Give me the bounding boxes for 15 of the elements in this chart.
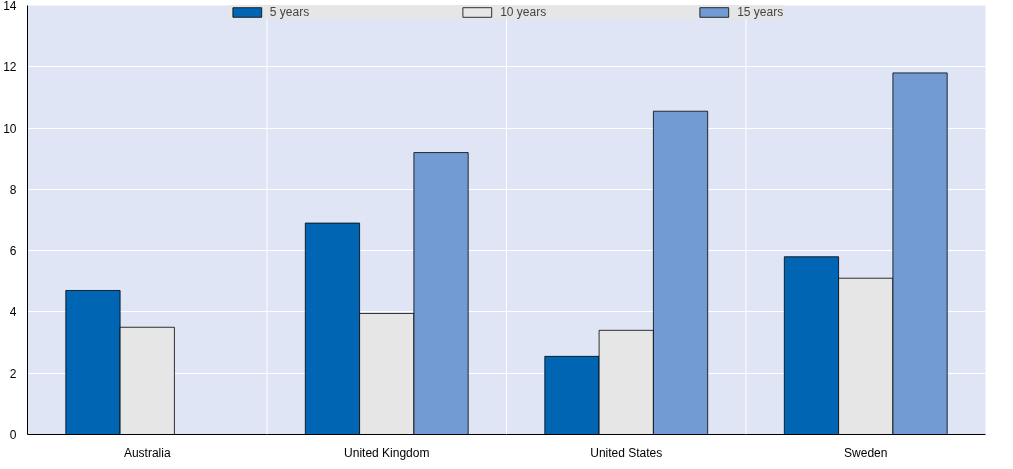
y-tick-label: 2 bbox=[9, 366, 17, 381]
y-tick-label: 0 bbox=[9, 428, 17, 442]
x-tick-label: Australia bbox=[123, 445, 171, 460]
y-tick-label: 10 bbox=[3, 121, 17, 136]
y-tick-label: 4 bbox=[9, 305, 17, 320]
y-tick-label: 14 bbox=[3, 0, 17, 13]
legend-label: 10 years bbox=[500, 5, 547, 19]
legend-label: 5 years bbox=[269, 5, 310, 19]
x-tick-label: United Kingdom bbox=[344, 445, 430, 460]
x-tick-label: United States bbox=[590, 445, 663, 460]
y-tick-label: 6 bbox=[9, 244, 17, 259]
y-tick-label: 12 bbox=[3, 60, 17, 75]
legend-label: 15 years bbox=[737, 5, 784, 19]
x-tick-label: Sweden bbox=[844, 445, 888, 460]
y-tick-label: 8 bbox=[9, 182, 17, 197]
